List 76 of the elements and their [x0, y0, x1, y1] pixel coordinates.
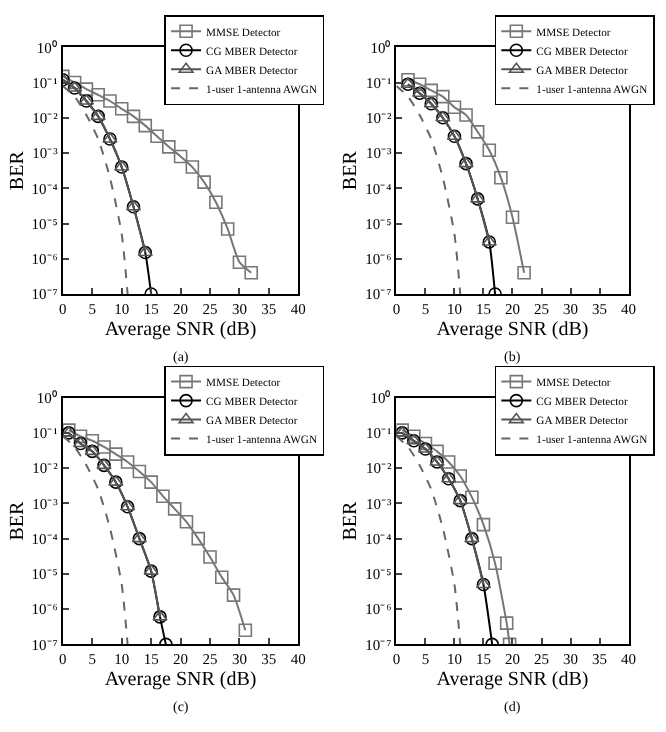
y-tick-label: 10⁻¹	[32, 73, 58, 92]
y-tick-label: 10⁻³	[365, 494, 393, 513]
x-tick-label: 20	[173, 650, 189, 669]
x-tick-label: 40	[290, 650, 307, 669]
x-tick-label: 20	[173, 300, 189, 318]
y-tick-label: 10⁻²	[365, 109, 393, 128]
y-tick-label: 10⁻⁶	[365, 600, 393, 619]
x-tick-label: 20	[504, 300, 521, 318]
y-tick-label: 10⁻⁵	[31, 565, 59, 584]
y-tick-label: 10⁻⁴	[365, 179, 393, 198]
y-tick-label: 10⁰	[370, 38, 392, 57]
x-tick-label: 30	[563, 300, 579, 318]
y-tick-label: 10⁻⁶	[31, 600, 59, 619]
x-tick-label: 0	[392, 300, 401, 318]
y-tick-label: 10⁻⁷	[365, 285, 393, 304]
y-tick-label: 10⁰	[36, 388, 58, 407]
y-tick-label: 10⁻³	[32, 144, 60, 163]
x-tick-label: 15	[475, 650, 492, 669]
y-tick-label: 10⁻¹	[32, 424, 58, 443]
y-tick-label: 10⁻³	[32, 494, 60, 513]
x-tick-label: 0	[59, 300, 68, 318]
x-tick-label: 30	[563, 650, 579, 669]
x-tick-label: 30	[231, 650, 248, 669]
y-tick-label: 10⁻²	[32, 459, 60, 478]
y-axis-title: BER	[340, 150, 363, 191]
y-tick-label: 10⁻⁴	[31, 179, 59, 198]
y-axis-title: BER	[6, 150, 29, 191]
x-tick-label: 30	[231, 300, 248, 318]
x-tick-label: 25	[202, 650, 219, 669]
y-tick-label: 10⁻⁶	[365, 250, 393, 269]
x-tick-label: 0	[392, 650, 401, 669]
x-tick-label: 10	[446, 300, 463, 318]
x-tick-label: 20	[504, 650, 521, 669]
x-axis-title: Average SNR (dB)	[436, 319, 589, 341]
y-axis-title: BER	[340, 500, 363, 541]
y-tick-label: 10⁻⁷	[31, 285, 59, 304]
y-tick-label: 10⁰	[36, 38, 58, 57]
y-tick-label: 10⁻²	[365, 459, 393, 478]
x-tick-label: 40	[290, 300, 307, 318]
x-tick-label: 5	[88, 650, 97, 669]
x-tick-label: 10	[446, 650, 463, 669]
x-axis-title: Average SNR (dB)	[104, 669, 257, 692]
x-tick-label: 5	[421, 300, 430, 318]
x-tick-label: 25	[202, 300, 219, 318]
x-tick-label: 35	[592, 300, 608, 318]
y-tick-label: 10⁻²	[32, 109, 60, 128]
x-tick-label: 10	[114, 300, 130, 318]
x-tick-label: 35	[592, 650, 608, 669]
y-tick-label: 10⁻⁵	[365, 565, 393, 584]
x-tick-label: 15	[143, 650, 160, 669]
x-tick-label: 25	[534, 650, 550, 669]
y-tick-label: 10⁻⁷	[365, 635, 393, 654]
x-tick-label: 35	[261, 650, 277, 669]
y-tick-label: 10⁻⁵	[365, 214, 393, 233]
x-tick-label: 25	[534, 300, 550, 318]
x-axis-title: Average SNR (dB)	[436, 669, 589, 692]
y-tick-label: 10⁻¹	[365, 73, 392, 92]
y-tick-label: 10⁻⁶	[31, 250, 59, 269]
x-tick-label: 0	[59, 650, 68, 669]
y-tick-label: 10⁻³	[365, 144, 393, 163]
x-tick-label: 5	[88, 300, 97, 318]
y-tick-label: 10⁻⁵	[31, 214, 59, 233]
y-tick-label: 10⁰	[370, 388, 392, 407]
x-tick-label: 15	[143, 300, 160, 318]
x-tick-label: 35	[261, 300, 277, 318]
x-axis-title: Average SNR (dB)	[104, 319, 257, 341]
x-tick-label: 40	[621, 300, 637, 318]
x-tick-label: 15	[475, 300, 492, 318]
y-axis-title: BER	[6, 500, 29, 541]
y-tick-label: 10⁻⁷	[31, 635, 59, 654]
x-tick-label: 5	[421, 650, 430, 669]
x-tick-label: 40	[621, 650, 637, 669]
y-tick-label: 10⁻¹	[365, 424, 392, 443]
y-tick-label: 10⁻⁴	[31, 529, 59, 548]
y-tick-label: 10⁻⁴	[365, 529, 393, 548]
x-tick-label: 10	[114, 650, 130, 669]
